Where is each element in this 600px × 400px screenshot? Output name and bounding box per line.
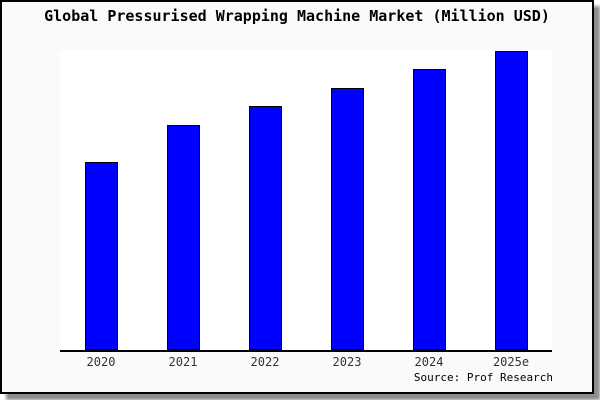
- bar-2023: [331, 88, 364, 350]
- x-tick-label-2023: 2023: [332, 355, 362, 369]
- bar-2021: [167, 125, 200, 350]
- plot-area: [60, 50, 552, 352]
- bar-2020: [85, 162, 118, 350]
- bar-2024: [413, 69, 446, 350]
- x-tick-label-2025e: 2025e: [492, 355, 530, 369]
- x-tick-label-2020: 2020: [86, 355, 116, 369]
- chart-card: Global Pressurised Wrapping Machine Mark…: [0, 0, 594, 394]
- x-tick-label-2022: 2022: [250, 355, 280, 369]
- bar-2022: [249, 106, 282, 350]
- bar-2025e: [495, 51, 528, 350]
- chart-title: Global Pressurised Wrapping Machine Mark…: [44, 7, 550, 25]
- x-tick-label-2021: 2021: [168, 355, 198, 369]
- source-credit: Source: Prof Research: [413, 371, 553, 384]
- x-tick-label-2024: 2024: [414, 355, 444, 369]
